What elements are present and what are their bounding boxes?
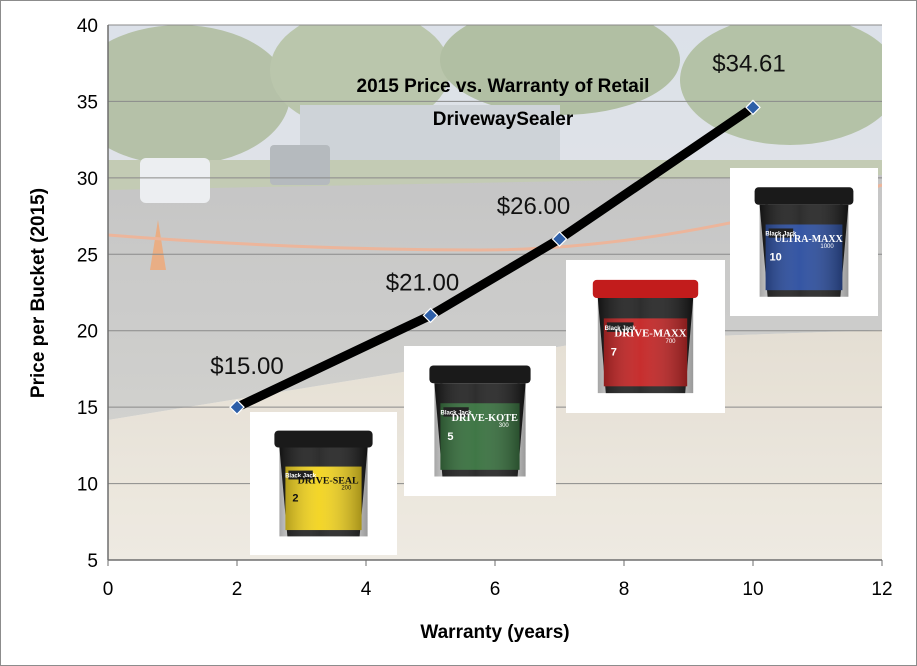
x-tick-label: 4 [361, 579, 372, 600]
data-labels: $15.00 $21.00 $26.00 $34.61 [210, 50, 785, 380]
product-model: 1000 [820, 244, 834, 250]
data-label: $21.00 [386, 269, 459, 296]
brand-text: Black Jack [765, 232, 797, 238]
y-axis-title: Price per Bucket (2015) [28, 188, 49, 398]
product-name: DRIVE-SEAL [298, 476, 359, 487]
product-name: ULTRA-MAXX [774, 234, 843, 245]
data-label: $15.00 [210, 353, 283, 380]
product-name: DRIVE-KOTE [452, 413, 518, 424]
x-axis-ticks: 0 2 4 6 8 10 12 [103, 560, 893, 600]
product-model: 200 [341, 485, 352, 491]
product-name: DRIVE-MAXX [614, 328, 686, 340]
data-label: $26.00 [497, 193, 570, 220]
brand-badge [443, 407, 469, 417]
x-tick-label: 8 [619, 579, 630, 600]
x-tick-label: 2 [232, 579, 243, 600]
x-axis-title: Warranty (years) [420, 622, 569, 643]
y-tick-label: 25 [77, 245, 98, 266]
warranty-years-badge: 7 [611, 347, 617, 359]
x-tick-label: 12 [871, 579, 892, 600]
x-tick-label: 0 [103, 579, 114, 600]
y-tick-label: 10 [77, 475, 98, 496]
x-tick-label: 10 [742, 579, 763, 600]
warranty-years-badge: 10 [769, 252, 781, 264]
data-label: $34.61 [712, 50, 785, 77]
bucket-lid [754, 187, 854, 205]
data-point-marker [229, 399, 245, 415]
chart-title-line-2: DrivewaySealer [433, 109, 574, 130]
bucket-shading [434, 383, 526, 477]
brand-text: Black Jack [441, 411, 473, 417]
chart-title-line-1: 2015 Price vs. Warranty of Retail [357, 76, 650, 97]
product-model: 700 [666, 339, 677, 345]
series-line [232, 102, 758, 412]
data-point-marker [422, 307, 439, 324]
bucket-shading [597, 298, 694, 394]
data-point-marker [551, 231, 568, 247]
y-tick-label: 20 [77, 322, 98, 343]
y-axis-ticks: 5 10 15 20 25 30 35 40 [77, 16, 98, 572]
data-markers [229, 99, 761, 415]
y-tick-label: 5 [87, 551, 98, 572]
y-tick-label: 15 [77, 398, 98, 419]
y-tick-label: 35 [77, 92, 98, 113]
product-model: 300 [499, 423, 510, 429]
brand-text: Black Jack [285, 474, 317, 480]
price-line [232, 102, 758, 412]
bucket-shading [759, 204, 849, 297]
bucket-lid [274, 430, 373, 448]
brand-badge [768, 228, 794, 238]
y-tick-label: 30 [77, 169, 98, 190]
data-point-marker [745, 99, 761, 116]
warranty-years-badge: 2 [292, 492, 298, 504]
bucket-lid [592, 279, 699, 299]
brand-text: Black Jack [605, 326, 637, 332]
brand-badge [288, 470, 313, 480]
bucket-shading [279, 447, 368, 537]
bucket-lid [429, 365, 531, 384]
brand-badge [606, 322, 634, 332]
x-tick-label: 6 [490, 579, 501, 600]
warranty-years-badge: 5 [447, 431, 453, 443]
y-tick-label: 40 [77, 16, 98, 37]
